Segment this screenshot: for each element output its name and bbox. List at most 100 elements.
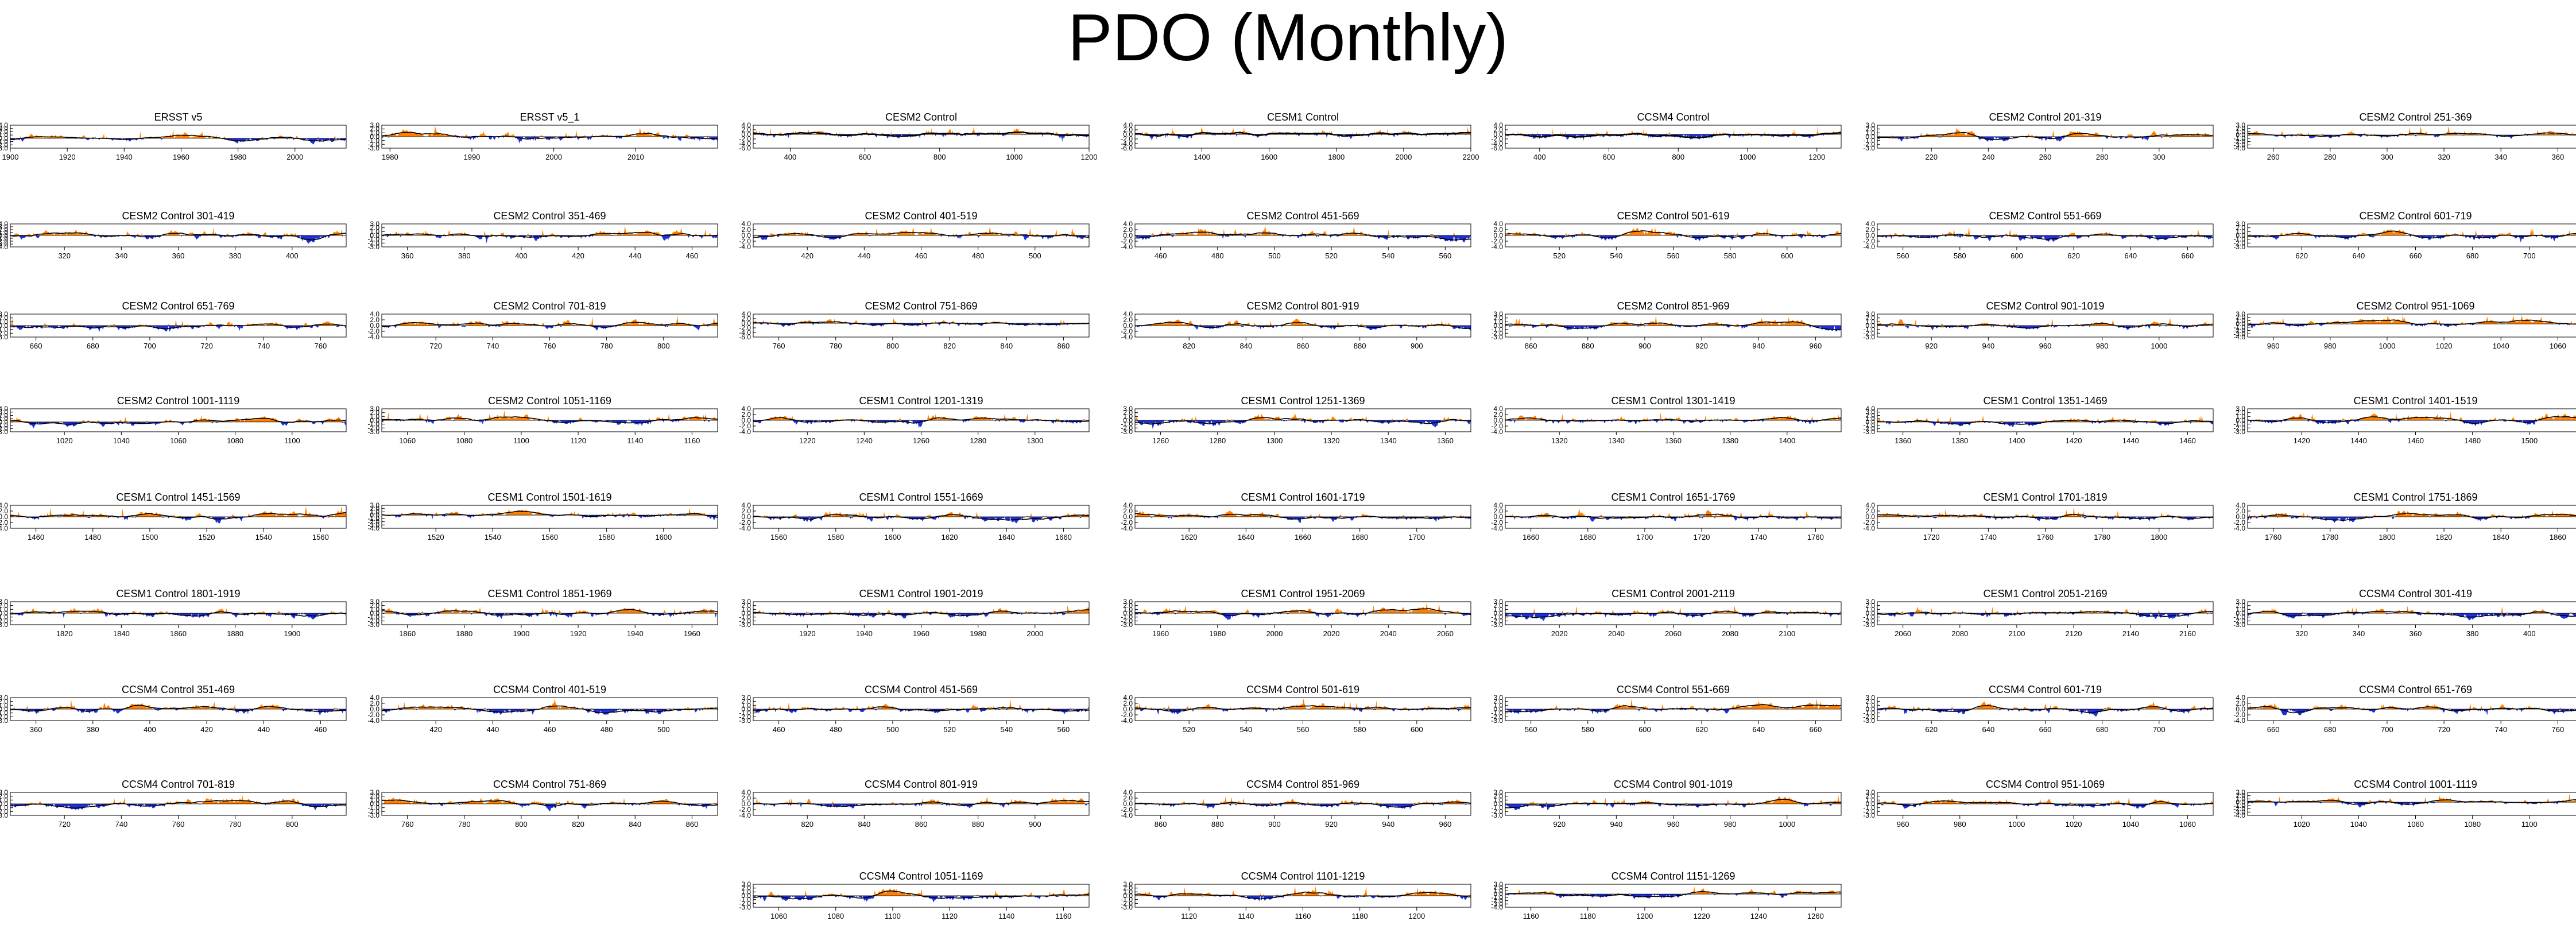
y-tick-label: -2.0 — [0, 329, 8, 337]
y-tick-label: -1.0 — [1121, 420, 1133, 428]
x-tick-label: 980 — [1954, 820, 1966, 829]
x-tick-label: 1160 — [1295, 912, 1311, 920]
panel-title: CCSM4 Control 501-619 — [1246, 684, 1359, 695]
y-tick-label: 2.0 — [1865, 698, 1875, 706]
x-tick-label: 660 — [2182, 251, 2194, 260]
pdo-panel: CCSM4 Control -6.0-4.0-2.00.02.04.0 400 600… — [1491, 111, 1842, 161]
x-tick-label: 440 — [486, 725, 499, 734]
y-tick-label: 2.0 — [1865, 226, 1875, 234]
y-tick-label: 0.0 — [741, 609, 751, 617]
x-tick-label: 500 — [1029, 251, 1041, 260]
y-tick-label: 3.0 — [1865, 694, 1875, 702]
y-tick-label: 1.0 — [1123, 605, 1133, 613]
x-tick-label: 1120 — [1181, 912, 1197, 920]
pdo-panel: CCSM4 Control 651-769 -4.0-2.00.02.04.0 66… — [2233, 684, 2576, 734]
y-tick-label: 4.0 — [1123, 220, 1133, 228]
positive-anomaly-area — [1877, 226, 2213, 235]
y-tick-label: 2.0 — [1123, 316, 1133, 324]
positive-anomaly-area — [1877, 701, 2213, 709]
x-tick-label: 400 — [784, 153, 797, 161]
y-tick-label: 2.0 — [2236, 314, 2245, 322]
y-tick-label: 3.0 — [0, 125, 8, 133]
x-tick-label: 720 — [200, 342, 213, 350]
x-tick-label: 1060 — [770, 912, 787, 920]
negative-anomaly-area — [10, 804, 346, 811]
y-tick-label: 2.0 — [741, 126, 751, 134]
positive-anomaly-area — [753, 510, 1089, 517]
x-tick-label: 840 — [1000, 342, 1013, 350]
x-tick-label: 780 — [458, 820, 471, 829]
plot-frame — [2247, 125, 2576, 149]
x-tick-label: 1740 — [1750, 533, 1767, 541]
y-tick-label: 0.0 — [1123, 130, 1133, 138]
pdo-panel: CCSM4 Control 1101-1219 -3.0-2.0-1.00.01.… — [1121, 870, 1471, 920]
positive-anomaly-area — [1135, 510, 1471, 517]
y-tick-label: 2.0 — [1865, 792, 1875, 800]
y-tick-label: 0.0 — [2236, 231, 2245, 239]
x-tick-label: 1060 — [2550, 342, 2566, 350]
x-tick-label: 860 — [1155, 820, 1167, 829]
y-tick-label: -3.0 — [739, 717, 751, 725]
x-tick-label: 1860 — [170, 629, 187, 638]
pdo-panel: CESM1 Control 1551-1669 -4.0-2.00.02.04.0… — [739, 492, 1090, 541]
x-tick-label: 680 — [2096, 725, 2109, 734]
y-tick-label: 4.0 — [741, 405, 751, 413]
x-tick-label: 460 — [915, 251, 928, 260]
x-tick-label: 980 — [2324, 342, 2337, 350]
x-tick-label: 460 — [544, 725, 556, 734]
y-tick-label: 1.0 — [1123, 412, 1133, 420]
x-tick-label: 1520 — [428, 533, 444, 541]
x-tick-label: 1560 — [770, 533, 787, 541]
x-tick-label: 1760 — [1807, 533, 1824, 541]
y-tick-label: 0.0 — [370, 322, 379, 330]
x-tick-label: 1040 — [2350, 820, 2367, 829]
y-tick-label: -2.0 — [739, 806, 751, 814]
negative-anomaly-area — [10, 709, 346, 716]
y-tick-label: -1.0 — [1491, 613, 1503, 621]
pdo-panel: CESM2 Control 301-419 -4.0-3.0-2.0-1.00.0… — [0, 210, 347, 260]
y-tick-label: -2.0 — [1491, 617, 1503, 625]
x-tick-label: 980 — [2096, 342, 2109, 350]
y-tick-label: -4.0 — [1491, 903, 1503, 911]
y-tick-label: -4.0 — [1121, 717, 1133, 725]
panel-title: CCSM4 Control 751-869 — [493, 779, 606, 790]
y-tick-label: 0.0 — [1123, 800, 1133, 808]
y-tick-label: 0.0 — [1123, 609, 1133, 617]
pdo-panel: CESM2 Control 351-469 -3.0-2.0-1.00.01.02… — [367, 210, 718, 260]
smoothed-line — [1134, 513, 1471, 520]
panel-title: CESM2 Control 801-919 — [1246, 300, 1359, 312]
y-tick-label: -1.0 — [367, 514, 379, 523]
y-tick-label: -3.0 — [367, 811, 379, 819]
x-tick-label: 1100 — [284, 436, 300, 445]
y-tick-label: -4.0 — [367, 524, 379, 532]
y-tick-label: 1.0 — [2236, 412, 2245, 420]
x-tick-label: 240 — [1982, 153, 1994, 161]
smoothed-line — [1505, 513, 1842, 519]
x-tick-label: 1120 — [942, 912, 958, 920]
y-tick-label: 2.0 — [0, 411, 8, 419]
x-tick-label: 1760 — [2265, 533, 2281, 541]
y-tick-label: -2.0 — [1491, 422, 1503, 430]
smoothed-line — [1134, 131, 1471, 137]
pdo-panel: CCSM4 Control 1151-1269 -4.0-3.0-2.0-1.00… — [1491, 870, 1842, 920]
panel-title: CCSM4 Control 1051-1169 — [859, 870, 983, 882]
panel-title: CESM2 Control 351-469 — [493, 210, 606, 222]
x-tick-label: 620 — [1925, 725, 1938, 734]
y-tick-label: 1.0 — [0, 796, 8, 804]
x-tick-label: 2080 — [1722, 629, 1738, 638]
y-tick-label: 2.0 — [370, 224, 379, 232]
positive-anomaly-area — [1505, 412, 1841, 420]
x-tick-label: 360 — [30, 725, 42, 734]
panel-title: CESM1 Control 2051-2169 — [1983, 588, 2107, 599]
pdo-panel: CESM1 Control 1501-1619 -4.0-3.0-2.0-1.00… — [367, 492, 718, 541]
x-tick-label: 1000 — [1006, 153, 1022, 161]
pdo-panel: CESM1 Control 1751-1869 -4.0-2.00.02.04.0… — [2233, 492, 2576, 541]
pdo-panel: CESM1 Control 1201-1319 -4.0-2.00.02.04.0… — [739, 395, 1090, 445]
plot-frame — [1134, 125, 1471, 149]
panel-title: CESM2 Control 601-719 — [2359, 210, 2472, 222]
positive-anomaly-area — [382, 315, 718, 326]
x-tick-label: 420 — [572, 251, 584, 260]
x-tick-label: 680 — [87, 342, 99, 350]
y-tick-label: -3.0 — [2233, 808, 2245, 816]
